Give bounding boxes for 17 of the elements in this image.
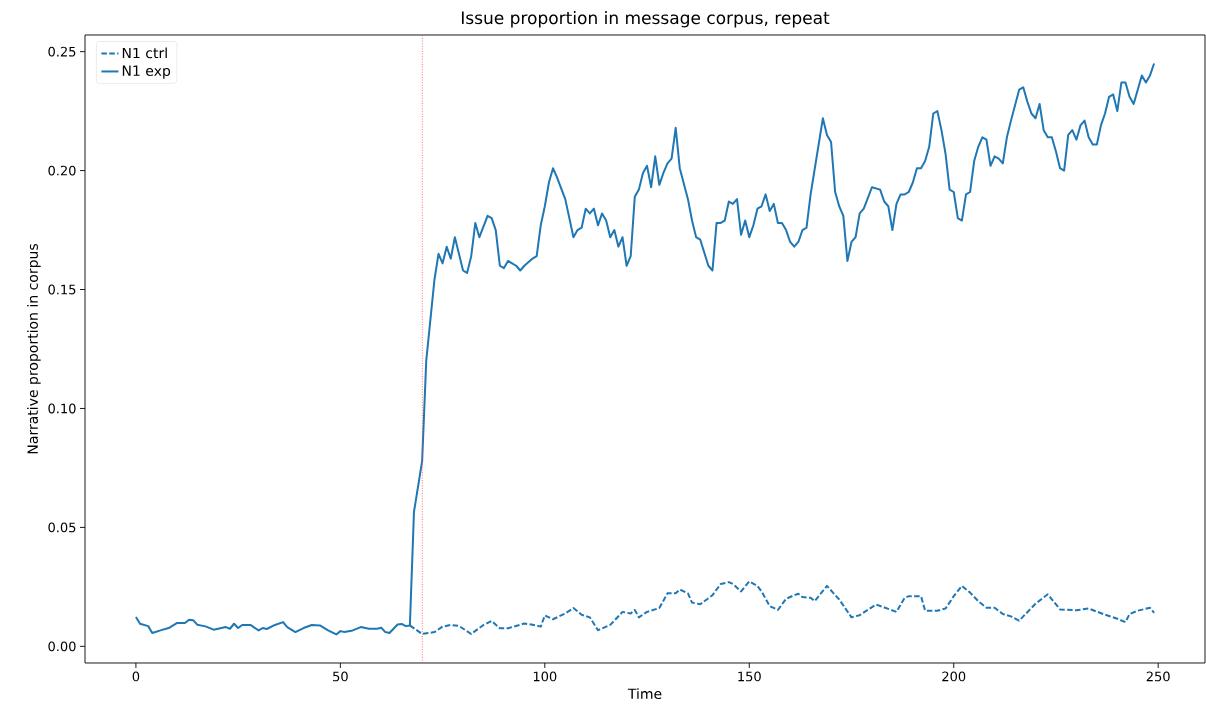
y-tick-label: 0.05 [48, 522, 76, 533]
x-tick-label: 250 [1146, 671, 1170, 682]
y-tick-label: 0.10 [48, 403, 76, 414]
x-axis-title: Time [627, 688, 662, 700]
legend-label: N1 ctrl [122, 47, 167, 59]
x-tick-label: 150 [738, 671, 761, 682]
legend-label: N1 exp [122, 65, 171, 79]
x-tick-label: 50 [333, 671, 348, 682]
y-axis-title: Narrative proportion in corpus [27, 244, 41, 454]
y-tick-label: 0.15 [48, 284, 76, 295]
y-tick-label: 0.00 [48, 641, 76, 652]
x-tick-label: 100 [533, 671, 557, 682]
y-tick-label: 0.25 [48, 46, 76, 57]
x-tick-label: 0 [132, 671, 140, 682]
y-tick-label: 0.20 [48, 165, 76, 176]
x-tick-label: 200 [942, 671, 966, 682]
chart-title: Issue proportion in message corpus, repeat [461, 11, 830, 28]
